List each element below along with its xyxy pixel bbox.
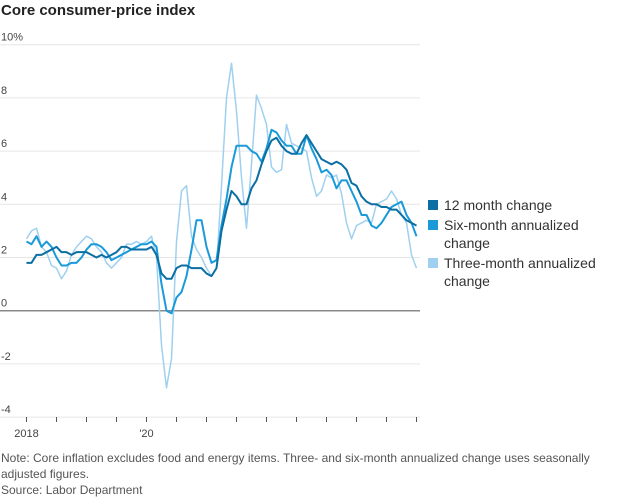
y-tick-label: 6: [1, 138, 7, 150]
y-tick-label: 8: [1, 85, 7, 97]
source-text: Source: Labor Department: [1, 483, 143, 497]
series-line-three-month-annualized-change: [25, 62, 418, 389]
footnotes: Note: Core inflation excludes food and e…: [1, 450, 616, 498]
y-tick-label: 2: [1, 245, 7, 257]
legend-item-12-month: 12 month change: [428, 196, 618, 214]
y-tick-label: 4: [1, 191, 7, 203]
y-tick-label: 0: [1, 298, 7, 310]
legend-item-three-month: Three-month annualized change: [428, 254, 618, 290]
x-tick-label: 2018: [14, 428, 38, 440]
legend-swatch: [428, 258, 438, 268]
legend-swatch: [428, 220, 438, 230]
legend-label: Six-month annualized change: [444, 217, 579, 251]
y-tick-label: -2: [1, 351, 11, 363]
legend-swatch: [428, 200, 438, 210]
chart-title: Core consumer-price index: [1, 2, 196, 19]
series-line-six-month-annualized-change: [26, 128, 418, 315]
legend-label: Three-month annualized change: [444, 255, 596, 289]
x-tick-label: '20: [139, 428, 153, 440]
legend: 12 month change Six-month annualized cha…: [428, 196, 618, 292]
legend-item-six-month: Six-month annualized change: [428, 216, 618, 252]
series-line-12-month-change: [26, 134, 417, 280]
y-tick-label: -4: [1, 404, 11, 416]
note-text: Note: Core inflation excludes food and e…: [1, 451, 590, 481]
y-tick-label: 10%: [1, 32, 23, 44]
legend-label: 12 month change: [444, 197, 553, 213]
